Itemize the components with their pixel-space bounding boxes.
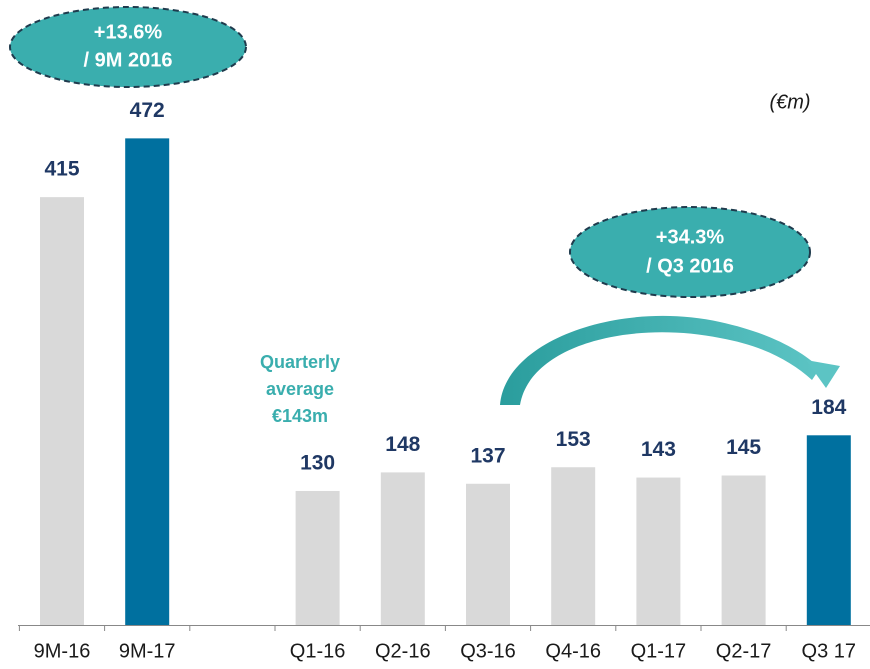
- callout-text: / Q3 2016: [646, 255, 734, 277]
- x-tick-label: Q3-16: [460, 640, 516, 662]
- note-text: average: [266, 379, 334, 399]
- value-label: 145: [726, 436, 761, 459]
- bar: [466, 483, 510, 625]
- value-label: 415: [44, 158, 79, 181]
- callout-text: +34.3%: [656, 226, 725, 248]
- value-label: 184: [811, 396, 846, 419]
- value-label: 137: [470, 444, 505, 467]
- callout-text: +13.6%: [94, 21, 163, 43]
- bar: [125, 138, 170, 626]
- x-tick-label: Q2-17: [716, 640, 772, 662]
- x-tick-label: 9M-17: [119, 640, 176, 662]
- value-label: 130: [300, 452, 335, 475]
- value-label: 143: [641, 438, 676, 461]
- bar: [380, 472, 425, 625]
- x-tick-label: Q1-16: [290, 640, 346, 662]
- bar: [40, 197, 84, 625]
- x-tick-label: Q4-16: [545, 640, 601, 662]
- callout-bubble: [9, 6, 247, 88]
- bar: [551, 467, 596, 625]
- bar: [721, 475, 766, 625]
- note-text: Quarterly: [260, 352, 340, 372]
- callout-bubble: [569, 206, 811, 298]
- x-tick-label: Q1-17: [631, 640, 687, 662]
- unit-label: (€m): [769, 91, 810, 113]
- bar: [806, 435, 851, 625]
- value-label: 148: [385, 433, 420, 456]
- bar: [295, 490, 340, 625]
- x-tick-label: Q2-16: [375, 640, 431, 662]
- note-text: €143m: [272, 406, 328, 426]
- arrow-head: [806, 360, 840, 388]
- value-label: 472: [130, 99, 165, 122]
- x-tick-label: 9M-16: [34, 640, 91, 662]
- arrow: [500, 315, 820, 405]
- callout-text: / 9M 2016: [84, 49, 173, 71]
- bar: [636, 477, 681, 625]
- value-label: 153: [556, 428, 591, 451]
- x-tick-label: Q3 17: [802, 640, 856, 662]
